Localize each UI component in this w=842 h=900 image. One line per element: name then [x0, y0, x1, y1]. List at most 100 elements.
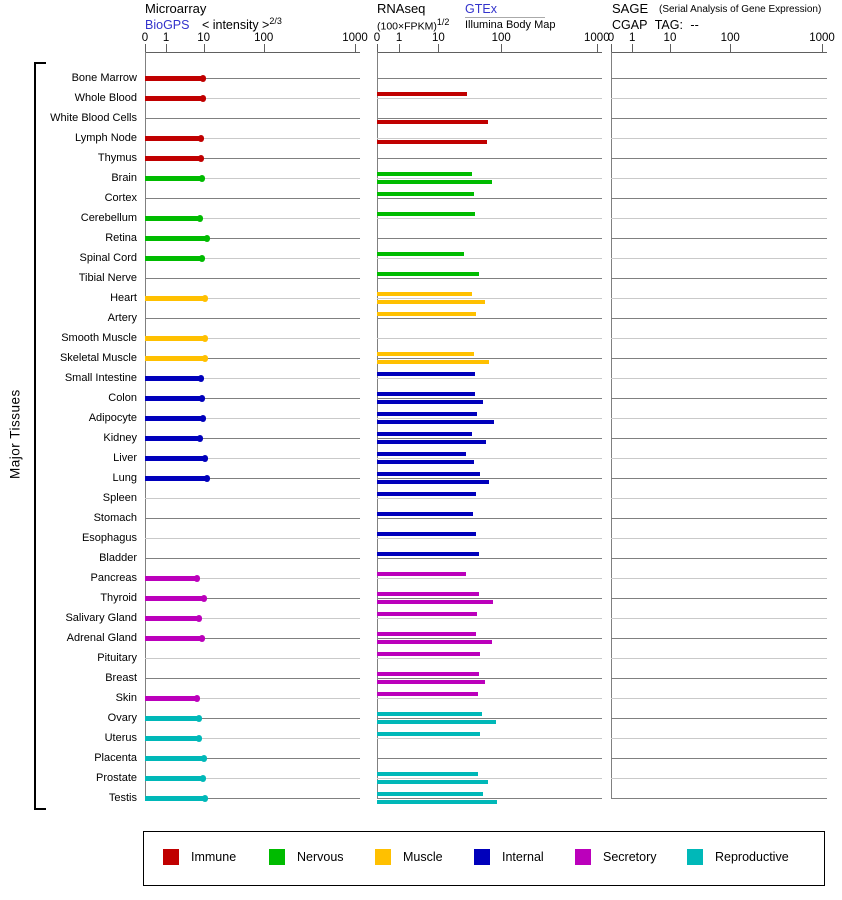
expression-bar-microarray — [145, 236, 208, 241]
expression-bar-tip — [200, 415, 206, 422]
tissue-label-breast: Breast — [105, 672, 137, 684]
legend-item-nervous: Nervous — [269, 848, 344, 866]
row-line — [145, 138, 360, 139]
axis-tick-label: 0 — [141, 32, 149, 44]
expression-bar-gtex — [377, 192, 474, 196]
gtex-link[interactable]: GTEx — [465, 2, 497, 16]
expression-bar-tip — [202, 335, 208, 342]
axis-line — [377, 52, 602, 53]
tissue-label-bladder: Bladder — [99, 552, 137, 564]
axis-tick-label: 100 — [720, 32, 740, 44]
expression-bar-microarray — [145, 96, 204, 101]
legend-label-reproductive: Reproductive — [715, 850, 789, 864]
row-line — [611, 318, 827, 319]
row-line — [611, 618, 827, 619]
axis-vertical-line — [611, 52, 612, 799]
legend-item-muscle: Muscle — [375, 848, 443, 866]
rnaseq-unit-exponent: 1/2 — [436, 17, 450, 27]
legend-item-immune: Immune — [163, 848, 236, 866]
row-line — [611, 138, 827, 139]
expression-bar-gtex — [377, 432, 472, 436]
row-line — [145, 498, 360, 499]
major-tissues-bracket — [34, 62, 46, 810]
tissue-label-adrenal-gland: Adrenal Gland — [66, 632, 137, 644]
row-line — [145, 618, 360, 619]
row-line — [377, 758, 602, 759]
sage-subtitle: (Serial Analysis of Gene Expression) — [659, 4, 822, 15]
tissue-label-thyroid: Thyroid — [100, 592, 137, 604]
tissue-label-bone-marrow: Bone Marrow — [71, 72, 137, 84]
axis-tick — [611, 44, 612, 52]
row-line — [611, 478, 827, 479]
row-line — [145, 218, 360, 219]
expression-bar-gtex — [377, 692, 478, 696]
sage-tag-value: -- — [690, 18, 699, 32]
row-line — [377, 238, 602, 239]
row-line — [145, 238, 360, 239]
expression-bar-tip — [199, 255, 205, 262]
expression-bar-gtex — [377, 272, 479, 276]
row-line — [145, 798, 360, 799]
row-line — [145, 438, 360, 439]
expression-bar-tip — [201, 755, 207, 762]
expression-bar-illumina — [377, 400, 483, 404]
expression-bar-gtex — [377, 312, 476, 316]
row-line — [145, 278, 360, 279]
expression-bar-microarray — [145, 176, 203, 181]
row-line — [377, 798, 602, 799]
row-line — [611, 158, 827, 159]
row-line — [145, 298, 360, 299]
axis-tick-label: 100 — [491, 32, 511, 44]
legend-swatch-immune — [163, 849, 179, 865]
expression-bar-microarray — [145, 296, 206, 301]
row-line — [377, 358, 602, 359]
row-line — [145, 758, 360, 759]
row-line — [611, 578, 827, 579]
row-line — [377, 478, 602, 479]
row-line — [145, 738, 360, 739]
row-line — [377, 318, 602, 319]
row-line — [377, 338, 602, 339]
axis-tick-label: 100 — [254, 32, 274, 44]
expression-bar-microarray — [145, 356, 206, 361]
biogps-link[interactable]: BioGPS — [145, 18, 190, 33]
axis-tick — [822, 44, 824, 52]
tissue-label-artery: Artery — [107, 312, 137, 324]
row-line — [145, 658, 360, 659]
tissue-label-cortex: Cortex — [104, 192, 137, 204]
expression-bar-microarray — [145, 156, 202, 161]
expression-bar-illumina — [377, 480, 489, 484]
illumina-body-map-label: Illumina Body Map — [465, 19, 556, 31]
legend-swatch-internal — [474, 849, 490, 865]
expression-bar-gtex — [377, 612, 477, 616]
expression-bar-tip — [196, 615, 202, 622]
expression-bar-tip — [204, 235, 210, 242]
row-line — [611, 638, 827, 639]
row-line — [377, 198, 602, 199]
legend-item-secretory: Secretory — [575, 848, 657, 866]
row-line — [145, 698, 360, 699]
axis-tick — [438, 44, 440, 52]
row-line — [377, 538, 602, 539]
expression-bar-tip — [196, 735, 202, 742]
tissue-label-lymph-node: Lymph Node — [75, 132, 137, 144]
tissue-label-spinal-cord: Spinal Cord — [79, 252, 137, 264]
row-line — [377, 458, 602, 459]
legend-swatch-secretory — [575, 849, 591, 865]
expression-bar-gtex — [377, 392, 475, 396]
row-line — [611, 698, 827, 699]
expression-bar-gtex — [377, 552, 479, 556]
expression-bar-microarray — [145, 456, 206, 461]
axis-tick-label: 10 — [432, 32, 445, 44]
expression-bar-illumina — [377, 140, 487, 144]
row-line — [377, 78, 602, 79]
tissue-label-pituitary: Pituitary — [97, 652, 137, 664]
row-line — [145, 338, 360, 339]
row-line — [611, 438, 827, 439]
row-line — [611, 338, 827, 339]
microarray-scale-label: < intensity > — [201, 18, 270, 33]
row-line — [145, 578, 360, 579]
legend-label-nervous: Nervous — [297, 850, 344, 864]
row-line — [145, 118, 360, 119]
